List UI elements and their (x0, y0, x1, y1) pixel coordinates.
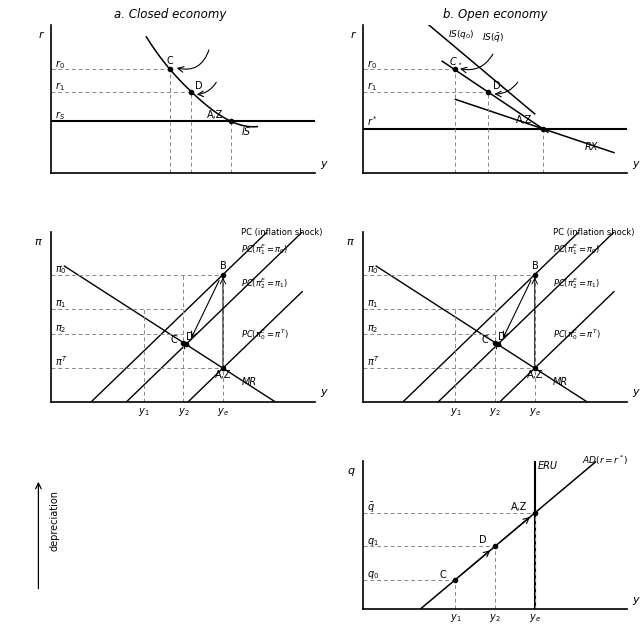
Text: $y_2$: $y_2$ (490, 612, 501, 624)
Text: $\pi^T$: $\pi^T$ (55, 354, 68, 367)
Text: $r_0$: $r_0$ (55, 58, 65, 71)
Text: B: B (532, 261, 539, 271)
Text: A,Z: A,Z (215, 371, 232, 381)
Text: $PC(\pi_0^E = \pi^T)$: $PC(\pi_0^E = \pi^T)$ (241, 327, 289, 342)
Text: $\pi^T$: $\pi^T$ (367, 354, 380, 367)
Text: $AD(r = r^*)$: $AD(r = r^*)$ (582, 454, 629, 467)
Text: $\pi_0$: $\pi_0$ (367, 264, 379, 276)
Text: $PC(\pi_1^E = \pi_0)$: $PC(\pi_1^E = \pi_0)$ (241, 242, 289, 257)
Text: $r_1$: $r_1$ (55, 80, 65, 94)
Text: $r^*$: $r^*$ (367, 114, 378, 127)
Text: MR: MR (553, 377, 568, 387)
Text: PC (inflation shock): PC (inflation shock) (553, 229, 635, 237)
Text: $IS(\bar{q})$: $IS(\bar{q})$ (482, 31, 504, 44)
Text: $y_e$: $y_e$ (529, 406, 541, 418)
Text: y: y (632, 595, 639, 605)
Text: D: D (186, 332, 193, 342)
Text: $\pi_0$: $\pi_0$ (55, 264, 67, 276)
Text: $\pi$: $\pi$ (346, 237, 355, 247)
Text: $\pi$: $\pi$ (35, 237, 44, 247)
Text: $q_1$: $q_1$ (367, 536, 379, 548)
Text: C: C (170, 335, 177, 345)
Text: $r_0$: $r_0$ (367, 58, 377, 71)
Text: $y_1$: $y_1$ (450, 612, 461, 624)
Text: C: C (482, 335, 488, 345)
Text: $y_2$: $y_2$ (490, 406, 501, 418)
Text: D: D (493, 82, 500, 92)
Text: C: C (440, 570, 446, 580)
Text: A,Z: A,Z (527, 371, 543, 381)
Text: y: y (321, 159, 327, 168)
Text: $\pi_1$: $\pi_1$ (55, 298, 67, 310)
Text: $q_0$: $q_0$ (367, 570, 379, 582)
Text: depreciation: depreciation (49, 490, 60, 551)
Text: y: y (321, 387, 327, 397)
Text: D: D (498, 332, 506, 342)
Text: MR: MR (241, 377, 257, 387)
Text: $y_e$: $y_e$ (529, 612, 541, 624)
Text: A,Z: A,Z (511, 502, 527, 512)
Text: $C_\star$: $C_\star$ (449, 55, 463, 67)
Text: b. Open economy: b. Open economy (443, 8, 547, 21)
Text: $y_1$: $y_1$ (450, 406, 461, 418)
Text: $y_1$: $y_1$ (138, 406, 150, 418)
Text: $\bar{q}$: $\bar{q}$ (367, 501, 375, 515)
Text: A,Z: A,Z (207, 109, 223, 119)
Text: $PC(\pi_2^E = \pi_1)$: $PC(\pi_2^E = \pi_1)$ (241, 276, 289, 291)
Text: $y_e$: $y_e$ (217, 406, 229, 418)
Text: D: D (479, 535, 487, 545)
Text: a. Closed economy: a. Closed economy (114, 8, 227, 21)
Text: $PC(\pi_1^E = \pi_0)$: $PC(\pi_1^E = \pi_0)$ (553, 242, 600, 257)
Text: $PC(\pi_2^E = \pi_1)$: $PC(\pi_2^E = \pi_1)$ (553, 276, 600, 291)
Text: D: D (195, 82, 203, 92)
Text: $\pi_2$: $\pi_2$ (367, 323, 378, 335)
Text: IS: IS (241, 127, 251, 137)
Text: A,Z: A,Z (516, 116, 532, 126)
Text: q: q (348, 466, 355, 475)
Text: $y_2$: $y_2$ (177, 406, 189, 418)
Text: r: r (351, 30, 355, 40)
Text: $PC(\pi_0^E = \pi^T)$: $PC(\pi_0^E = \pi^T)$ (553, 327, 601, 342)
Text: ERU: ERU (538, 460, 557, 470)
Text: $IS(q_0)$: $IS(q_0)$ (447, 28, 474, 41)
Text: y: y (632, 159, 639, 168)
Text: $r_S$: $r_S$ (55, 109, 65, 122)
Text: y: y (632, 387, 639, 397)
Text: $\pi_1$: $\pi_1$ (367, 298, 378, 310)
Text: $\pi_2$: $\pi_2$ (55, 323, 67, 335)
Text: r: r (38, 30, 44, 40)
Text: B: B (220, 261, 227, 271)
Text: C: C (166, 57, 173, 67)
Text: RX: RX (585, 143, 598, 152)
Text: PC (inflation shock): PC (inflation shock) (241, 229, 323, 237)
Text: $r_1$: $r_1$ (367, 80, 376, 94)
